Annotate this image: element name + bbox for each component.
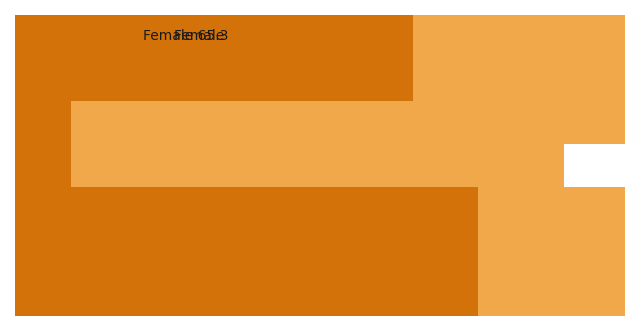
Bar bbox=[15, 187, 478, 316]
Text: Female 65.3: Female 65.3 bbox=[143, 29, 228, 43]
Bar bbox=[71, 101, 564, 230]
Bar bbox=[478, 187, 625, 316]
Bar bbox=[15, 101, 71, 230]
Bar bbox=[15, 15, 413, 144]
Bar bbox=[413, 15, 625, 144]
Text: Female: Female bbox=[174, 29, 228, 43]
